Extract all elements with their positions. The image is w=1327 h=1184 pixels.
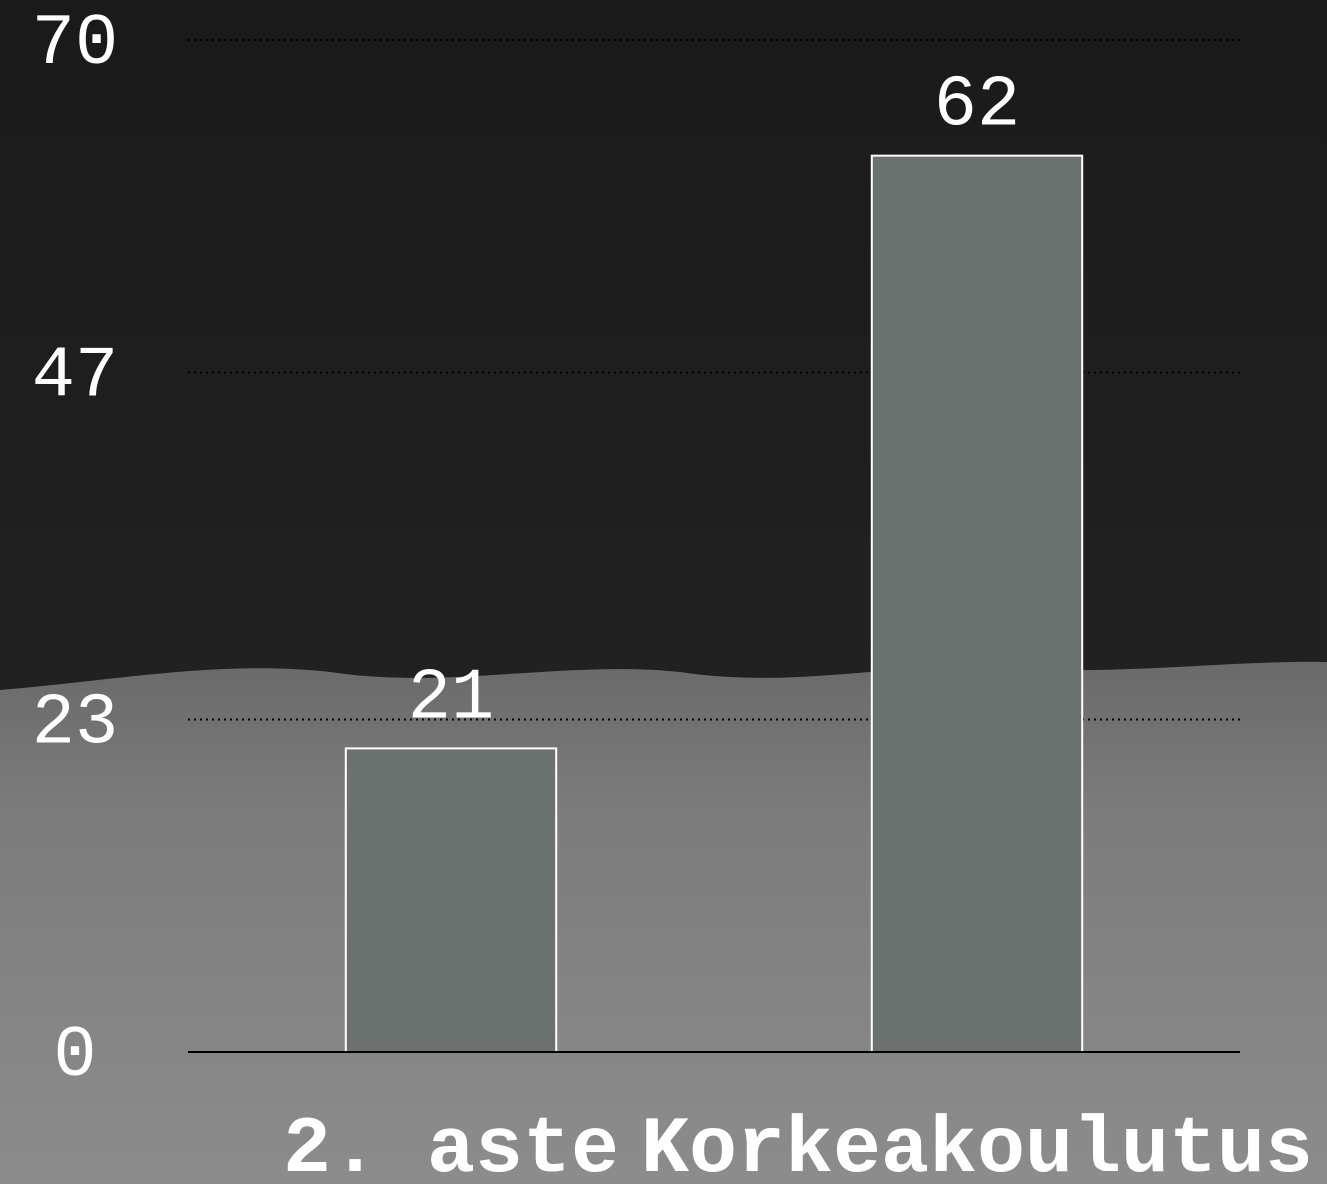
x-tick-label: Korkeakoulutus — [641, 1105, 1313, 1184]
value-label: 62 — [934, 65, 1020, 147]
y-tick-label: 47 — [32, 336, 118, 418]
y-tick-label: 0 — [53, 1015, 96, 1097]
bar — [870, 154, 1084, 1053]
value-label: 21 — [408, 657, 494, 739]
bar — [344, 747, 558, 1054]
plot-area: 0 23 47 70 21 2. aste 62 Korkeakoulutus — [32, 3, 1313, 1184]
y-tick-label: 23 — [32, 683, 118, 765]
y-tick-label: 70 — [32, 3, 118, 85]
x-tick-label: 2. aste — [283, 1105, 619, 1184]
